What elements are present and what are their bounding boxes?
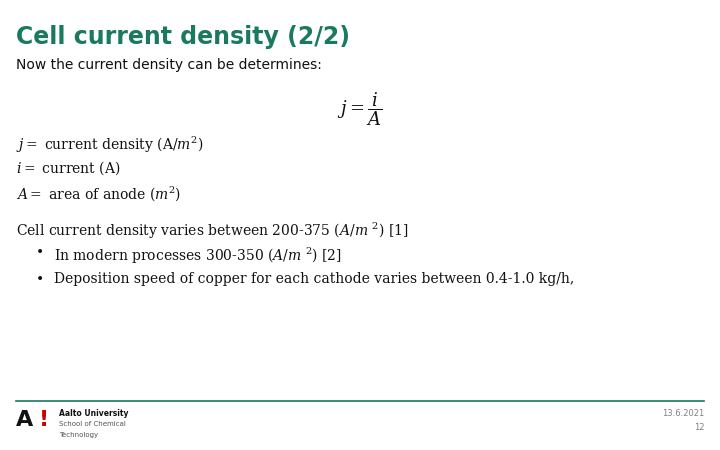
Text: Technology: Technology <box>59 432 98 438</box>
Text: $i=$ current (A): $i=$ current (A) <box>16 160 120 177</box>
Text: School of Chemical: School of Chemical <box>59 421 126 427</box>
Text: •: • <box>35 245 44 259</box>
Text: $j = \dfrac{i}{A}$: $j = \dfrac{i}{A}$ <box>337 90 383 128</box>
Text: A: A <box>16 410 33 429</box>
Text: Cell current density (2/2): Cell current density (2/2) <box>16 25 350 49</box>
Text: Aalto University: Aalto University <box>59 410 129 418</box>
Text: •: • <box>35 272 44 286</box>
Text: In modern processes 300-350 $\it{(A/m}$ $^2)$ [2]: In modern processes 300-350 $\it{(A/m}$ … <box>54 245 342 266</box>
Text: Now the current density can be determines:: Now the current density can be determine… <box>16 58 322 72</box>
Text: $j=$ current density (A/$m^2$): $j=$ current density (A/$m^2$) <box>16 135 203 155</box>
Text: $A=$ area of anode ($m^2$): $A=$ area of anode ($m^2$) <box>16 184 181 203</box>
Text: 13.6.2021: 13.6.2021 <box>662 410 704 418</box>
Text: !: ! <box>39 410 49 429</box>
Text: Cell current density varies between 200-375 $\it{(A/m}$ $^2)$ [1]: Cell current density varies between 200-… <box>16 220 408 241</box>
Text: 12: 12 <box>693 423 704 432</box>
Text: Deposition speed of copper for each cathode varies between 0.4-1.0 kg/h,: Deposition speed of copper for each cath… <box>54 272 575 286</box>
